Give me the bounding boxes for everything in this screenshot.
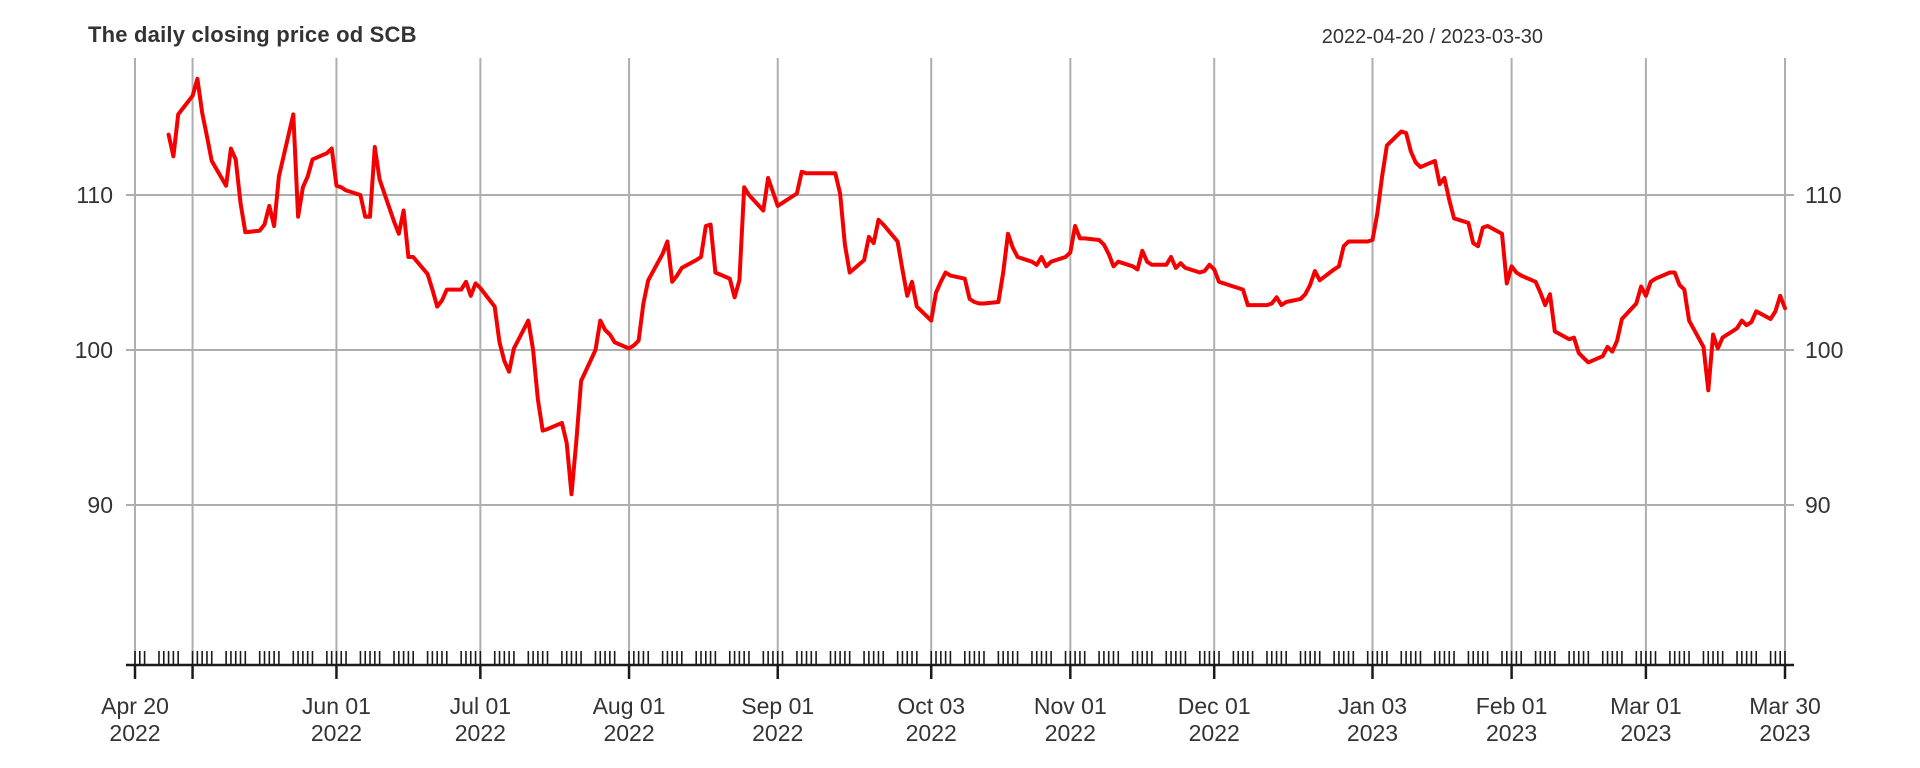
x-tick-label-date: Sep 01 (741, 693, 814, 719)
date-range-label: 2022-04-20 / 2023-03-30 (1321, 26, 1543, 48)
x-tick-label-year: 2023 (1347, 720, 1398, 746)
chart-title: The daily closing price od SCB (88, 22, 417, 47)
x-tick-label-date: Oct 03 (897, 693, 965, 719)
x-tick-label-date: Jul 01 (450, 693, 511, 719)
price-line (166, 76, 1787, 497)
x-tick-label-date: Feb 01 (1476, 693, 1548, 719)
x-tick-label-year: 2022 (455, 720, 506, 746)
x-tick-label-year: 2022 (603, 720, 654, 746)
x-tick-label-year: 2022 (109, 720, 160, 746)
x-tick-label-year: 2022 (906, 720, 957, 746)
x-tick-label-date: Aug 01 (593, 693, 666, 719)
y-tick-label-right: 110 (1805, 182, 1842, 208)
x-tick-label-year: 2023 (1620, 720, 1671, 746)
x-tick-label-date: Nov 01 (1034, 693, 1107, 719)
x-tick-label-date: Jan 03 (1338, 693, 1407, 719)
x-tick-label-year: 2022 (752, 720, 803, 746)
x-tick-label-date: Jun 01 (302, 693, 371, 719)
y-tick-label-right: 90 (1805, 492, 1831, 518)
x-tick-label-date: Mar 30 (1749, 693, 1821, 719)
x-tick-label-date: Dec 01 (1178, 693, 1251, 719)
x-tick-label-year: 2023 (1759, 720, 1810, 746)
y-tick-label-right: 100 (1805, 337, 1843, 363)
x-tick-label-date: Mar 01 (1610, 693, 1682, 719)
y-tick-label-left: 110 (76, 182, 113, 208)
x-tick-label-year: 2022 (1189, 720, 1240, 746)
y-tick-label-left: 100 (75, 337, 113, 363)
y-tick-label-left: 90 (87, 492, 113, 518)
x-tick-label-date: Apr 20 (101, 693, 169, 719)
x-tick-label-year: 2022 (1045, 720, 1096, 746)
x-tick-label-year: 2023 (1486, 720, 1537, 746)
x-tick-label-year: 2022 (311, 720, 362, 746)
